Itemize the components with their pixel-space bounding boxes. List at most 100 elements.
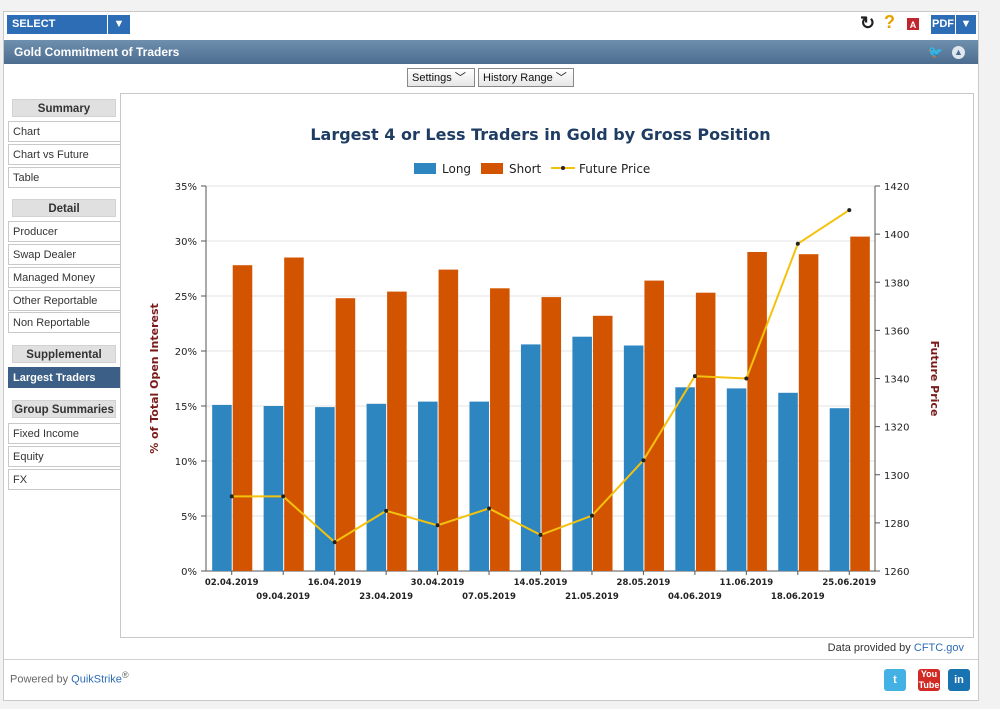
y2-tick-label: 1300 bbox=[884, 471, 909, 482]
footer-divider bbox=[4, 659, 978, 660]
sidebar-item-fixed-income[interactable]: Fixed Income bbox=[8, 423, 121, 444]
app-frame: SELECT PRODUCT ▼ ↻ ? A PDF ▼ Gold Commit… bbox=[3, 11, 979, 701]
bar-long bbox=[726, 388, 747, 571]
sidebar-item-fx[interactable]: FX bbox=[8, 469, 121, 490]
future-price-point bbox=[435, 523, 440, 528]
legend-label-0: Long bbox=[442, 162, 471, 176]
select-product-dropdown[interactable]: ▼ bbox=[108, 15, 130, 34]
bar-short bbox=[850, 236, 870, 571]
twitter-share-icon[interactable]: t bbox=[884, 669, 906, 691]
bar-long bbox=[366, 403, 387, 571]
youtube-icon[interactable]: You Tube bbox=[918, 669, 940, 691]
chevron-down-icon: ▼ bbox=[960, 18, 972, 30]
x-tick-label: 09.04.2019 bbox=[256, 592, 310, 602]
bar-long bbox=[263, 406, 284, 571]
sidebar-item-swap-dealer[interactable]: Swap Dealer bbox=[8, 244, 121, 265]
x-tick-label: 07.05.2019 bbox=[462, 592, 516, 602]
sidebar-item-non-reportable[interactable]: Non Reportable bbox=[8, 312, 121, 333]
x-tick-label: 04.06.2019 bbox=[668, 592, 722, 602]
future-price-point bbox=[744, 376, 749, 381]
y-tick-label: 0% bbox=[181, 567, 197, 578]
sidebar-item-equity[interactable]: Equity bbox=[8, 446, 121, 467]
bar-short bbox=[541, 297, 562, 571]
bar-long bbox=[212, 404, 232, 571]
y2-tick-label: 1260 bbox=[884, 567, 909, 578]
powered-by: Powered by QuikStrike® bbox=[10, 670, 129, 686]
settings-label: Settings bbox=[412, 72, 452, 84]
quikstrike-link[interactable]: QuikStrike bbox=[71, 673, 122, 686]
bar-long bbox=[829, 408, 850, 571]
pdf-dropdown[interactable]: ▼ bbox=[956, 15, 976, 34]
y2-tick-label: 1420 bbox=[884, 182, 909, 193]
collapse-icon[interactable]: ▲ bbox=[952, 46, 965, 59]
twitter-icon[interactable]: 🐦 bbox=[928, 45, 943, 59]
y-tick-label: 20% bbox=[175, 347, 197, 358]
cftc-link[interactable]: CFTC.gov bbox=[913, 642, 964, 654]
future-price-point bbox=[589, 513, 594, 518]
x-tick-label: 11.06.2019 bbox=[719, 578, 773, 588]
future-price-point bbox=[538, 532, 543, 537]
select-product-button[interactable]: SELECT PRODUCT bbox=[7, 15, 107, 49]
chart-container: Largest 4 or Less Traders in Gold by Gro… bbox=[120, 93, 974, 638]
sidebar-heading-group-summaries: Group Summaries bbox=[12, 400, 116, 418]
bar-short bbox=[335, 298, 356, 571]
x-tick-label: 30.04.2019 bbox=[411, 578, 465, 588]
settings-dropdown[interactable]: Settings ﹀ bbox=[407, 68, 475, 87]
bar-short bbox=[387, 291, 407, 571]
x-tick-label: 25.06.2019 bbox=[822, 578, 876, 588]
y2-tick-label: 1320 bbox=[884, 423, 909, 434]
sidebar-item-managed-money[interactable]: Managed Money bbox=[8, 267, 121, 288]
x-tick-label: 14.05.2019 bbox=[514, 578, 568, 588]
chevron-down-icon: ▼ bbox=[113, 18, 125, 30]
powered-by-text: Powered by bbox=[10, 673, 69, 686]
pdf-button[interactable]: PDF bbox=[931, 15, 955, 34]
help-icon[interactable]: ? bbox=[884, 12, 895, 32]
bar-long bbox=[315, 407, 335, 571]
future-price-point bbox=[487, 506, 492, 511]
sidebar-item-table[interactable]: Table bbox=[8, 167, 121, 188]
bar-short bbox=[747, 252, 767, 571]
sidebar-heading-detail: Detail bbox=[12, 199, 116, 217]
registered-mark: ® bbox=[121, 670, 129, 680]
future-price-point bbox=[332, 540, 337, 545]
sidebar-item-chart-vs-future[interactable]: Chart vs Future bbox=[8, 144, 121, 165]
data-credit: Data provided by CFTC.gov bbox=[828, 642, 964, 654]
x-tick-label: 16.04.2019 bbox=[308, 578, 362, 588]
bar-short bbox=[695, 292, 716, 571]
x-tick-label: 21.05.2019 bbox=[565, 592, 619, 602]
bar-long bbox=[778, 392, 798, 571]
bar-short bbox=[438, 269, 459, 571]
y2-tick-label: 1380 bbox=[884, 278, 909, 289]
y-tick-label: 25% bbox=[175, 292, 197, 303]
y-tick-label: 10% bbox=[175, 457, 197, 468]
future-price-point bbox=[641, 458, 646, 463]
chart-svg: Largest 4 or Less Traders in Gold by Gro… bbox=[148, 125, 941, 602]
pdf-icon[interactable]: A bbox=[906, 17, 920, 31]
sidebar-heading-summary: Summary bbox=[12, 99, 116, 117]
bar-short bbox=[232, 265, 253, 571]
page-title: Gold Commitment of Traders bbox=[14, 45, 180, 59]
bar-long bbox=[418, 401, 438, 571]
sidebar-item-other-reportable[interactable]: Other Reportable bbox=[8, 290, 121, 311]
future-price-point bbox=[692, 374, 697, 379]
top-toolbar: SELECT PRODUCT ▼ ↻ ? A PDF ▼ bbox=[4, 12, 978, 49]
y-tick-label: 5% bbox=[181, 512, 197, 523]
history-range-dropdown[interactable]: History Range ﹀ bbox=[478, 68, 574, 87]
bar-long bbox=[520, 344, 541, 571]
bar-short bbox=[490, 288, 510, 571]
sidebar-item-largest-traders[interactable]: Largest Traders bbox=[8, 367, 121, 388]
future-price-point bbox=[384, 508, 389, 513]
future-price-point bbox=[847, 208, 852, 213]
sidebar-item-chart[interactable]: Chart bbox=[8, 121, 121, 142]
sidebar-item-producer[interactable]: Producer bbox=[8, 221, 121, 242]
x-tick-label: 23.04.2019 bbox=[359, 592, 413, 602]
refresh-icon[interactable]: ↻ bbox=[860, 13, 876, 33]
data-credit-text: Data provided by bbox=[827, 642, 911, 654]
history-range-label: History Range bbox=[483, 72, 553, 84]
bar-long bbox=[572, 336, 592, 571]
y-tick-label: 15% bbox=[175, 402, 197, 413]
y2-tick-label: 1340 bbox=[884, 375, 909, 386]
legend-label-1: Short bbox=[509, 162, 541, 176]
x-tick-label: 28.05.2019 bbox=[617, 578, 671, 588]
linkedin-icon[interactable]: in bbox=[948, 669, 970, 691]
